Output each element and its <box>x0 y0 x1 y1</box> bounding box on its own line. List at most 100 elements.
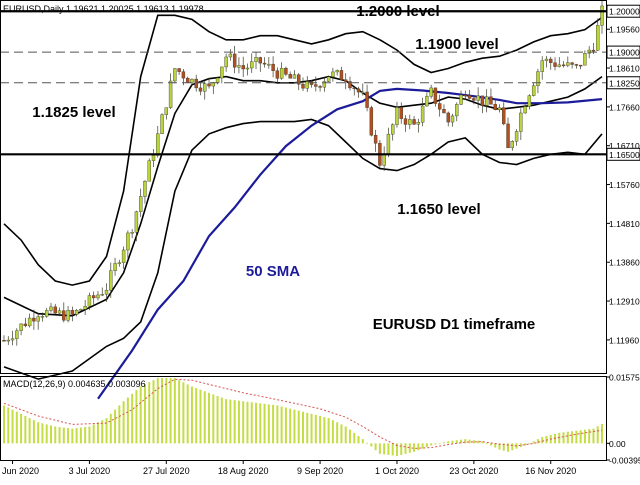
macd-bar-106 <box>455 440 458 444</box>
macd-bar-33 <box>143 384 146 444</box>
candle-body-77 <box>331 71 335 77</box>
macd-bar-116 <box>498 443 501 450</box>
price-tick-label-7: 1.16500 <box>609 150 640 160</box>
macd-bar-58 <box>250 402 253 444</box>
candle-body-34 <box>147 160 151 182</box>
bollinger-lower-line <box>3 118 603 380</box>
macd-bar-74 <box>319 415 322 444</box>
candle-body-125 <box>536 71 540 86</box>
candle-body-127 <box>544 58 549 61</box>
macd-bar-94 <box>404 443 407 454</box>
macd-tick-label-0: 0.01575 <box>609 373 640 383</box>
candle-body-52 <box>224 56 228 68</box>
price-tick-label-3: 1.18610 <box>609 64 640 74</box>
candle-body-108 <box>463 94 468 97</box>
macd-bar-111 <box>477 440 480 444</box>
macd-bar-107 <box>460 439 463 444</box>
candle-body-94 <box>403 118 408 125</box>
macd-bar-4 <box>20 413 23 444</box>
macd-bar-9 <box>41 423 44 444</box>
macd-bar-86 <box>370 443 373 447</box>
price-tick-label-9: 1.14810 <box>609 219 640 229</box>
macd-bar-11 <box>49 425 52 444</box>
candle-body-97 <box>416 121 421 125</box>
candle-body-50 <box>215 77 220 83</box>
candle-body-129 <box>553 62 557 67</box>
candle-body-85 <box>365 91 369 108</box>
candle-body-106 <box>455 104 459 117</box>
macd-bar-97 <box>417 443 420 451</box>
candle-body-13 <box>57 310 62 314</box>
macd-bar-14 <box>62 427 65 444</box>
macd-bar-139 <box>596 426 599 444</box>
macd-bar-13 <box>58 427 61 444</box>
price-tick-label-6: 1.16710 <box>609 141 640 151</box>
macd-bar-108 <box>464 439 467 444</box>
candle-body-67 <box>288 74 292 79</box>
candle-body-133 <box>570 62 574 65</box>
macd-bar-23 <box>101 420 104 444</box>
candle-body-39 <box>168 80 173 108</box>
price-tick-label-10: 1.13860 <box>609 258 640 268</box>
macd-bar-121 <box>519 443 522 448</box>
candle-body-0 <box>2 340 6 342</box>
macd-bar-55 <box>237 400 240 444</box>
macd-panel-border <box>0 376 607 461</box>
candle-body-55 <box>237 65 241 68</box>
macd-bar-105 <box>451 440 454 444</box>
macd-bar-24 <box>105 418 108 444</box>
macd-bar-83 <box>357 435 360 444</box>
macd-bar-66 <box>284 407 287 444</box>
macd-bar-39 <box>169 378 172 444</box>
macd-bar-117 <box>502 443 505 451</box>
macd-bar-82 <box>353 432 356 444</box>
macd-bar-26 <box>114 409 117 444</box>
level-layer <box>0 10 606 156</box>
level-label-1-2000: 1.2000 level <box>356 3 439 20</box>
macd-bar-10 <box>45 424 48 444</box>
macd-bar-71 <box>306 412 309 444</box>
price-tick-label-8: 1.15760 <box>609 180 640 190</box>
candle-body-109 <box>467 95 472 99</box>
macd-bar-42 <box>182 382 185 444</box>
candle-body-63 <box>271 63 275 71</box>
macd-bar-101 <box>434 443 437 445</box>
macd-bar-0 <box>3 405 5 444</box>
candle-body-138 <box>591 49 596 52</box>
candle-body-73 <box>314 84 318 87</box>
macd-bar-119 <box>511 443 514 451</box>
candle-body-113 <box>484 96 489 106</box>
macd-bar-17 <box>75 428 78 444</box>
candle-body-79 <box>339 70 344 80</box>
candle-body-41 <box>177 68 181 72</box>
macd-bar-92 <box>395 443 398 456</box>
candle-body-132 <box>566 62 570 66</box>
macd-bar-100 <box>430 443 433 446</box>
candle-body-35 <box>151 155 156 161</box>
x-tick-label-7: 16 Nov 2020 <box>525 466 576 476</box>
macd-bar-67 <box>289 408 292 444</box>
macd-bar-88 <box>378 443 381 454</box>
macd-bar-68 <box>293 409 296 444</box>
macd-tick-label-1: 0.00 <box>609 439 626 449</box>
candle-body-48 <box>207 83 211 87</box>
macd-bar-93 <box>400 443 403 455</box>
x-tick-label-6: 23 Oct 2020 <box>449 466 498 476</box>
candle-body-8 <box>36 316 40 322</box>
macd-bar-56 <box>242 401 245 444</box>
macd-bar-21 <box>92 424 95 444</box>
macd-bar-118 <box>507 443 510 452</box>
macd-bar-47 <box>203 391 206 444</box>
macd-bar-27 <box>118 405 121 444</box>
macd-bar-78 <box>336 422 339 444</box>
macd-bar-8 <box>37 422 40 444</box>
x-tick-label-2: 27 Jul 2020 <box>143 466 190 476</box>
macd-signal-line <box>3 378 603 449</box>
macd-bar-76 <box>327 418 330 444</box>
macd-bar-81 <box>348 429 351 444</box>
macd-bar-3 <box>15 411 18 444</box>
candle-body-111 <box>476 95 480 101</box>
macd-tick-label-2: -0.00395 <box>609 456 640 466</box>
level-label-1-1825: 1.1825 level <box>32 104 115 121</box>
macd-bar-126 <box>541 437 544 444</box>
